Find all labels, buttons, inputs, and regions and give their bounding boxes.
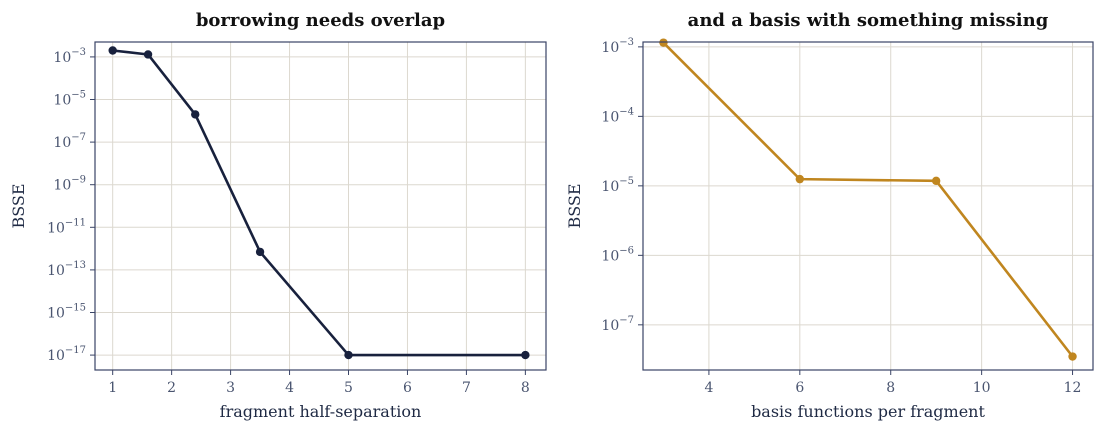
left-y-tick-base: 10 (47, 220, 65, 236)
left-x-axis-label: fragment half-separation (220, 402, 422, 421)
right-x-tick-label: 6 (795, 380, 804, 396)
left-y-tick-base: 10 (47, 348, 65, 364)
left-y-tick-exponent: −5 (71, 90, 86, 101)
right-x-tick-label: 10 (973, 380, 991, 396)
left-y-tick-base: 10 (53, 50, 71, 66)
right-y-tick-label: 10−6 (601, 245, 634, 264)
right-y-tick-label: 10−3 (601, 37, 634, 56)
left-chart: 1 2 3 4 5 6 7 810−310−510−710−910−1110−1310−151… (9, 10, 547, 421)
left-plot-frame (94, 41, 547, 371)
right-y-tick-label: 10−7 (601, 315, 634, 334)
left-x-tick-label: 2 (167, 380, 176, 396)
right-y-tick-base: 10 (601, 40, 619, 56)
left-y-tick-label: 10−7 (53, 132, 86, 151)
right-data-point (931, 176, 941, 186)
left-y-tick-exponent: −7 (71, 132, 86, 143)
left-x-tick-label: 8 (521, 380, 530, 396)
left-data-point (344, 350, 353, 360)
left-y-tick-exponent: −13 (65, 260, 86, 271)
left-x-tick-label: 4 (285, 380, 294, 396)
right-chart-title: and a basis with something missing (688, 10, 1049, 31)
right-y-tick-base: 10 (601, 318, 619, 334)
left-y-tick-exponent: −3 (71, 47, 86, 58)
right-y-tick-exponent: −5 (619, 176, 634, 187)
left-y-tick-exponent: −17 (65, 345, 86, 356)
right-data-point (1068, 352, 1077, 361)
left-data-point (521, 350, 530, 360)
left-y-tick-exponent: −15 (65, 302, 86, 313)
right-y-tick-base: 10 (601, 179, 619, 195)
left-y-tick-base: 10 (47, 305, 65, 321)
right-y-tick-exponent: −7 (619, 315, 634, 326)
left-x-tick-label: 7 (462, 380, 471, 396)
left-data-point (108, 46, 117, 55)
right-y-tick-exponent: −3 (619, 37, 634, 48)
left-y-tick-label: 10−15 (47, 302, 86, 321)
left-y-tick-base: 10 (47, 263, 65, 279)
right-y-axis-label: BSSE (565, 183, 584, 228)
left-data-point (143, 50, 153, 59)
right-y-tick-exponent: −4 (619, 106, 634, 117)
right-y-tick-label: 10−5 (601, 176, 634, 195)
left-data-point (191, 110, 200, 119)
left-y-tick-label: 10−9 (53, 175, 86, 194)
right-x-tick-label: 12 (1064, 380, 1082, 396)
right-data-point (659, 38, 668, 47)
left-y-tick-base: 10 (53, 93, 71, 109)
left-y-tick-label: 10−13 (47, 260, 86, 279)
right-y-tick-base: 10 (601, 248, 619, 264)
left-y-tick-base: 10 (53, 135, 71, 151)
right-y-tick-label: 10−4 (601, 106, 634, 125)
left-y-axis-label: BSSE (9, 183, 28, 228)
left-y-tick-label: 10−17 (47, 345, 86, 364)
right-y-tick-exponent: −6 (619, 245, 634, 256)
left-y-tick-label: 10−3 (53, 47, 86, 66)
right-data-point (795, 174, 805, 184)
left-x-tick-label: 6 (403, 380, 412, 396)
left-y-tick-base: 10 (53, 178, 71, 194)
right-series-line (662, 41, 1074, 358)
left-series-line (112, 49, 526, 357)
left-x-tick-label: 5 (344, 380, 353, 396)
left-data-point (255, 247, 265, 257)
right-x-axis-label: basis functions per fragment (751, 402, 985, 421)
left-x-tick-label: 3 (226, 380, 235, 396)
right-x-tick-label: 4 (704, 380, 713, 396)
left-y-tick-label: 10−11 (47, 217, 86, 236)
left-chart-title: borrowing needs overlap (196, 10, 445, 31)
right-y-tick-base: 10 (601, 109, 619, 125)
left-y-tick-label: 10−5 (53, 90, 86, 109)
left-y-tick-exponent: −11 (65, 217, 86, 228)
left-x-tick-label: 1 (108, 380, 117, 396)
right-x-tick-label: 8 (886, 380, 895, 396)
right-plot-frame (642, 41, 1094, 371)
left-y-tick-exponent: −9 (71, 175, 86, 186)
